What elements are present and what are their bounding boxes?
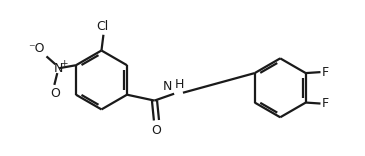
Text: O: O — [50, 87, 60, 100]
Text: F: F — [322, 97, 328, 110]
Text: F: F — [322, 66, 328, 79]
Text: Cl: Cl — [96, 20, 108, 33]
Text: +: + — [60, 59, 68, 68]
Text: ⁻O: ⁻O — [28, 42, 45, 55]
Text: N: N — [54, 62, 63, 75]
Text: N: N — [163, 80, 172, 93]
Text: H: H — [175, 78, 184, 91]
Text: O: O — [151, 124, 161, 137]
